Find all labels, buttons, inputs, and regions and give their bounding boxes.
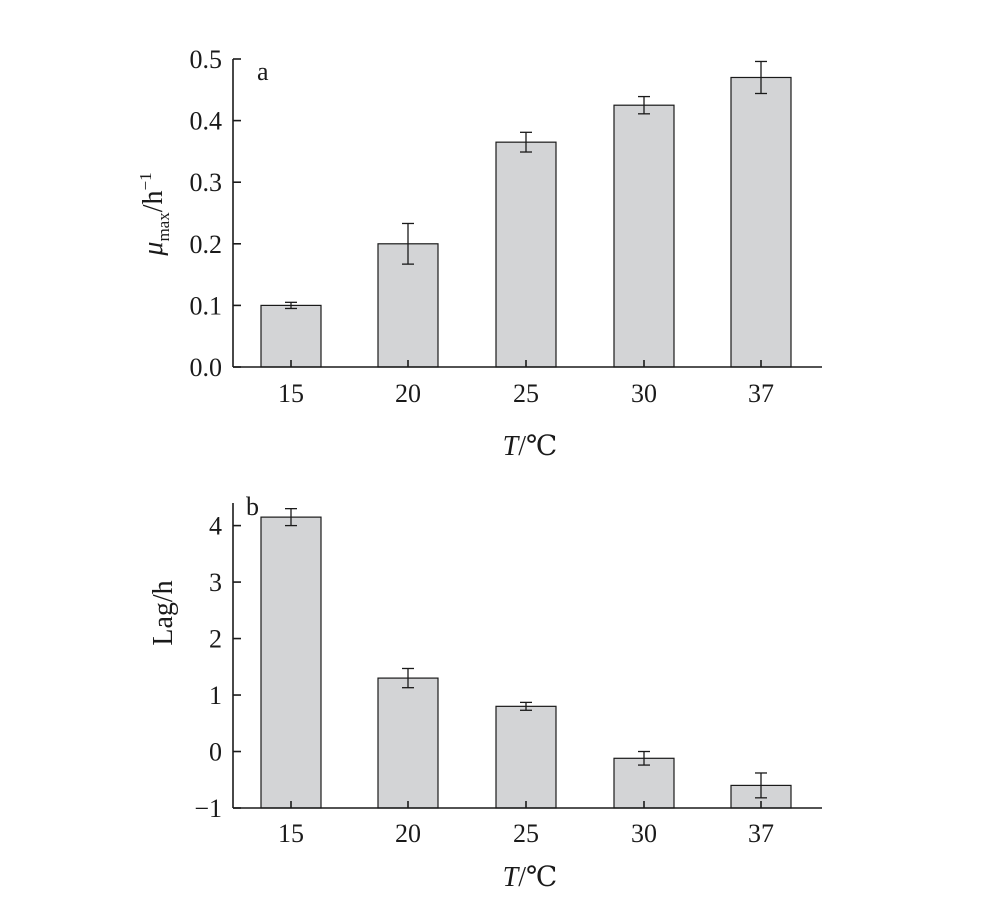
bar-15 xyxy=(260,516,322,809)
error-bar-37 xyxy=(755,60,767,95)
error-bar-25 xyxy=(520,701,532,711)
bar-37 xyxy=(730,76,792,368)
panel-a-chart: 0.0 0.1 0.2 0.3 0.4 0.5 15 20 25 30 37 T/℃ a μmax/h−1 xyxy=(136,45,822,462)
y-tick-label: 0.3 xyxy=(190,168,223,197)
y-axis-title: μmax/h−1 xyxy=(136,172,173,256)
y-tick-label: 0.4 xyxy=(190,107,223,136)
error-bar-25 xyxy=(520,131,532,153)
y-tick-label: 0.5 xyxy=(190,45,223,74)
panel-b-chart: −1 0 1 2 3 4 15 20 25 30 37 T/℃ b Lag/h xyxy=(148,492,822,893)
panel-letter: b xyxy=(246,492,259,521)
x-axis-title: T/℃ xyxy=(503,431,558,462)
y-tick-label: 0.0 xyxy=(190,353,223,382)
y-tick-label: 4 xyxy=(209,512,222,541)
y-tick-label: 2 xyxy=(209,625,222,654)
y-tick-label: 1 xyxy=(209,681,222,710)
panel-letter: a xyxy=(257,57,269,86)
bar-30 xyxy=(613,104,675,368)
error-bar-30 xyxy=(638,750,650,766)
y-tick-label: −1 xyxy=(194,794,222,823)
x-tick-label: 15 xyxy=(278,819,304,848)
x-tick-label: 30 xyxy=(631,379,657,408)
x-tick-label: 15 xyxy=(278,379,304,408)
x-axis-title: T/℃ xyxy=(503,862,558,893)
bar-20 xyxy=(377,677,439,809)
error-bar-15 xyxy=(285,507,297,527)
bar-30 xyxy=(613,757,675,809)
x-tick-label: 30 xyxy=(631,819,657,848)
bar-25 xyxy=(495,141,557,368)
error-bar-15 xyxy=(285,301,297,310)
x-tick-label: 25 xyxy=(513,819,539,848)
x-tick-label: 20 xyxy=(395,819,421,848)
bar-25 xyxy=(495,705,557,809)
x-tick-label: 37 xyxy=(748,379,774,408)
error-bar-20 xyxy=(402,667,414,689)
x-tick-label: 25 xyxy=(513,379,539,408)
bar-15 xyxy=(260,304,322,368)
error-bar-37 xyxy=(755,772,767,799)
y-tick-label: 0.1 xyxy=(190,291,223,320)
error-bar-30 xyxy=(638,95,650,115)
y-tick-label: 3 xyxy=(209,568,222,597)
y-tick-label: 0 xyxy=(209,738,222,767)
error-bar-20 xyxy=(402,222,414,265)
x-tick-label: 20 xyxy=(395,379,421,408)
y-tick-label: 0.2 xyxy=(190,230,223,259)
y-axis-title: Lag/h xyxy=(148,580,179,645)
x-tick-label: 37 xyxy=(748,819,774,848)
